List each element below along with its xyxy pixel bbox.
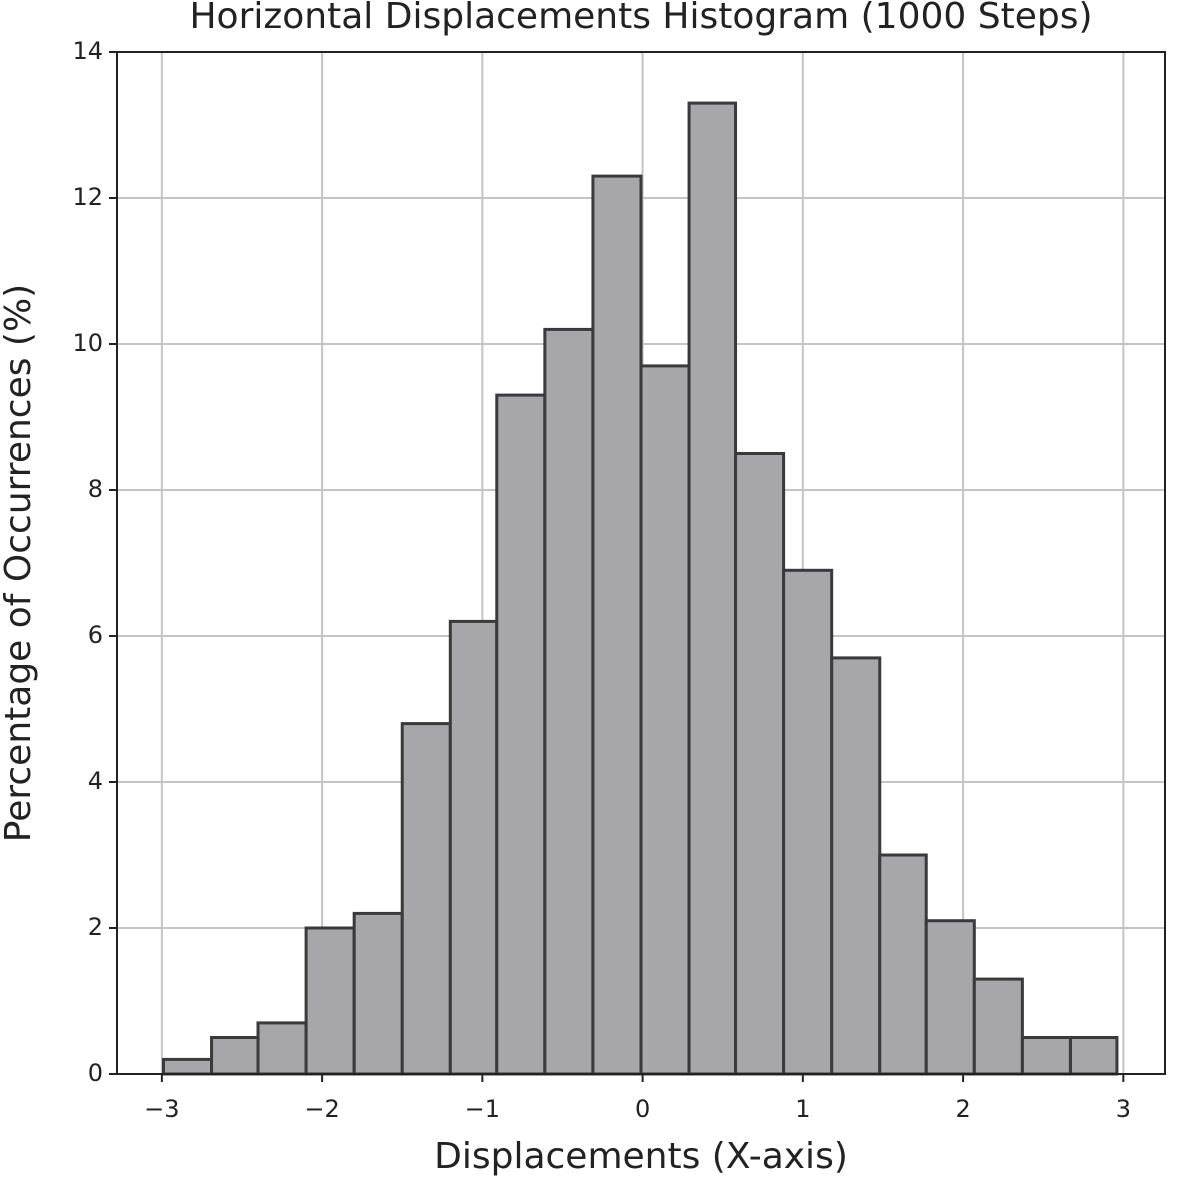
- bar: [1068, 1036, 1119, 1076]
- bar: [687, 101, 738, 1076]
- y-tick-label: 14: [72, 37, 103, 65]
- bar: [591, 174, 643, 1076]
- x-axis-label: Displacements (X-axis): [434, 1136, 848, 1177]
- y-tick-label: 2: [88, 913, 103, 941]
- y-tick-label: 12: [72, 183, 103, 211]
- y-tick-label: 4: [88, 767, 103, 795]
- x-tick-label: 3: [1116, 1095, 1131, 1123]
- x-tick-label: 1: [795, 1095, 810, 1123]
- bar: [256, 1021, 308, 1076]
- y-tick-label: 0: [88, 1059, 103, 1087]
- chart-title: Horizontal Displacements Histogram (1000…: [189, 0, 1092, 37]
- x-tick-label: −1: [465, 1095, 500, 1123]
- bar: [352, 911, 404, 1076]
- bar: [878, 853, 928, 1076]
- bar: [543, 327, 595, 1076]
- bar: [924, 919, 976, 1076]
- y-tick-label: 10: [72, 329, 103, 357]
- bar: [210, 1036, 260, 1076]
- bar: [400, 722, 452, 1076]
- x-tick-label: 0: [635, 1095, 650, 1123]
- bar: [161, 1057, 214, 1076]
- x-tick-label: −2: [304, 1095, 339, 1123]
- bar: [782, 568, 834, 1076]
- bar: [734, 452, 786, 1076]
- y-tick-label: 8: [88, 475, 103, 503]
- plot-frame: [116, 51, 1166, 1075]
- bar: [448, 619, 499, 1076]
- bar: [639, 364, 691, 1076]
- bar: [495, 393, 547, 1076]
- bar: [1020, 1036, 1072, 1076]
- y-tick-label: 6: [88, 621, 103, 649]
- bar: [304, 926, 356, 1076]
- y-axis-label: Percentage of Occurrences (%): [0, 284, 39, 842]
- x-tick-label: 2: [955, 1095, 970, 1123]
- x-tick-label: −3: [144, 1095, 179, 1123]
- bar: [972, 977, 1024, 1076]
- bar: [830, 656, 882, 1076]
